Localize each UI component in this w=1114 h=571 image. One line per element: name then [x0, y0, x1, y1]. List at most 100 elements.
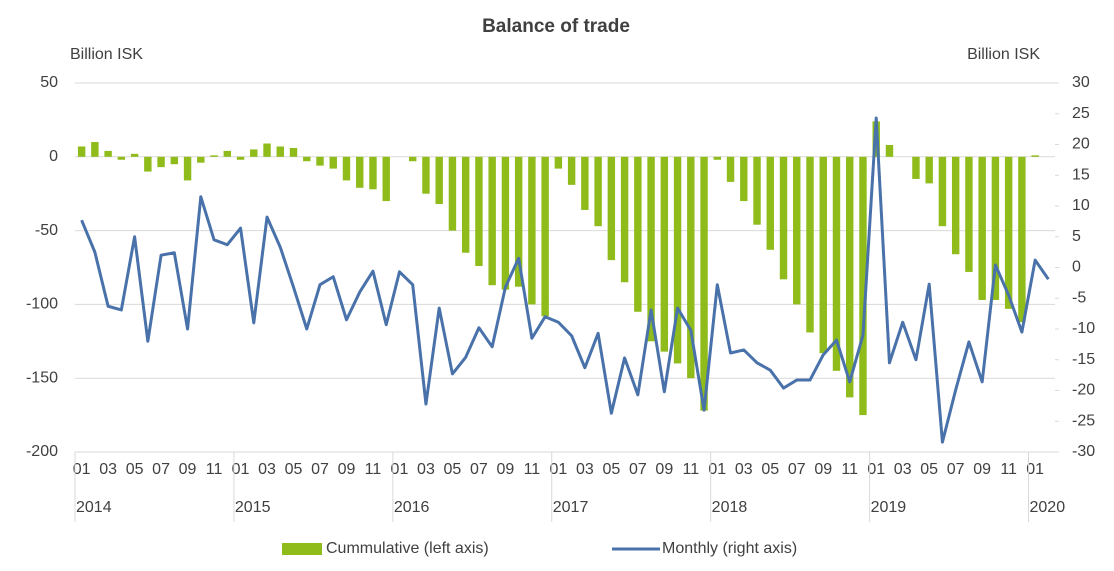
year-label: 2018 [712, 499, 748, 516]
year-label: 2020 [1030, 499, 1066, 516]
x-tick-label: 07 [311, 461, 329, 478]
bar [422, 156, 430, 194]
x-tick-label: 01 [232, 461, 250, 478]
x-tick-label: 03 [735, 461, 753, 478]
x-tick-label: 05 [444, 461, 462, 478]
y2-tick-label: 0 [1072, 259, 1081, 276]
bar [91, 142, 99, 157]
bar [554, 156, 563, 169]
bar [210, 155, 218, 157]
x-tick-label: 09 [655, 461, 673, 478]
x-tick-label: 01 [391, 461, 409, 478]
line [80, 116, 1050, 444]
legend-label: Cummulative (left axis) [326, 540, 489, 557]
bar [925, 156, 933, 184]
bar [475, 156, 483, 267]
bar [170, 156, 179, 165]
bar [488, 156, 496, 286]
bar [938, 156, 947, 227]
x-tick-label: 01 [708, 461, 726, 478]
bar [673, 156, 682, 364]
x-tick-label: 11 [683, 461, 700, 478]
bar [951, 156, 960, 255]
y-tick-label: 0 [49, 148, 58, 165]
y-tick-label: 50 [40, 74, 58, 91]
x-tick-label: 05 [602, 461, 620, 478]
legend-label: Monthly (right axis) [662, 540, 797, 557]
bar [647, 156, 655, 342]
y2-tick-label: 15 [1072, 166, 1090, 183]
y-tick-label: -50 [35, 222, 58, 239]
x-tick-label: 11 [206, 461, 223, 478]
bar [183, 156, 192, 181]
y2-tick-label: -30 [1072, 443, 1095, 460]
bar [236, 156, 245, 160]
x-tick-label: 05 [285, 461, 303, 478]
x-tick-label: 01 [549, 461, 567, 478]
bar [885, 144, 894, 157]
bar [634, 156, 642, 312]
bar [289, 147, 298, 157]
bar [276, 146, 284, 157]
bar [461, 156, 470, 253]
x-tick-label: 03 [258, 461, 276, 478]
x-tick-label: 11 [524, 461, 541, 478]
bar [978, 156, 986, 300]
bar [382, 156, 390, 202]
bar [779, 156, 788, 280]
bar [117, 156, 126, 160]
x-tick-label: 09 [179, 461, 197, 478]
y2-tick-label: 10 [1072, 197, 1090, 214]
bar [766, 156, 774, 250]
x-tick-label: 11 [841, 461, 858, 478]
bar [607, 156, 616, 261]
bar [740, 156, 748, 202]
bar [514, 156, 523, 287]
x-tick-label: 09 [973, 461, 991, 478]
chart-title: Balance of trade [482, 16, 630, 37]
bar [104, 150, 112, 157]
bar [77, 146, 86, 157]
y2-tick-label: -20 [1072, 382, 1095, 399]
x-tick-label: 07 [629, 461, 647, 478]
bar [1018, 156, 1026, 323]
y2-tick-label: -5 [1072, 289, 1086, 306]
bar [581, 156, 589, 210]
year-label: 2014 [76, 499, 112, 516]
x-tick-label: 03 [576, 461, 594, 478]
bar [541, 156, 549, 317]
bar [567, 156, 576, 185]
x-tick-label: 05 [761, 461, 779, 478]
bar [687, 156, 695, 379]
bar [316, 156, 324, 166]
bar [832, 156, 841, 371]
x-tick-label: 03 [99, 461, 117, 478]
year-label: 2019 [871, 499, 907, 516]
bar [713, 156, 722, 160]
bar [157, 156, 165, 168]
bar [528, 156, 536, 305]
x-tick-label: 09 [497, 461, 515, 478]
bar [793, 156, 801, 305]
bar [303, 156, 311, 162]
bar [620, 156, 629, 283]
bar [329, 156, 337, 169]
y2-tick-label: 5 [1072, 228, 1081, 245]
y-axis-label: Billion ISK [70, 46, 143, 63]
bar [223, 150, 232, 157]
bar [1004, 156, 1013, 309]
x-tick-label: 01 [73, 461, 91, 478]
y2-tick-label: 25 [1072, 105, 1090, 122]
x-tick-label: 07 [470, 461, 488, 478]
y2-tick-label: -25 [1072, 412, 1095, 429]
bar [859, 156, 867, 416]
y-tick-label: -100 [26, 296, 58, 313]
bar [819, 156, 827, 354]
bar [726, 156, 735, 182]
x-tick-label: 09 [814, 461, 832, 478]
bar [263, 143, 271, 157]
y2-tick-label: 30 [1072, 74, 1090, 91]
x-tick-label: 05 [920, 461, 938, 478]
x-tick-label: 03 [894, 461, 912, 478]
